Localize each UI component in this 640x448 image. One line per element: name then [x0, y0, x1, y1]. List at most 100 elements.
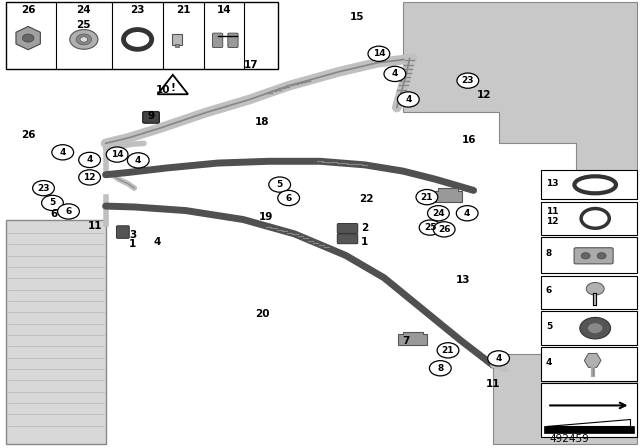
Text: 6: 6 [65, 207, 72, 216]
Circle shape [419, 220, 441, 235]
Text: 6: 6 [285, 194, 292, 202]
Text: 26: 26 [21, 5, 35, 15]
Text: 18: 18 [255, 117, 269, 127]
Circle shape [79, 152, 100, 168]
Text: 492459: 492459 [550, 435, 589, 444]
Text: 21: 21 [442, 346, 454, 355]
Polygon shape [434, 188, 462, 202]
Text: 23: 23 [131, 5, 145, 15]
Text: 3: 3 [129, 230, 136, 240]
Text: 4: 4 [135, 156, 141, 165]
Circle shape [433, 222, 455, 237]
Circle shape [58, 204, 79, 219]
Circle shape [80, 37, 88, 42]
Text: 25: 25 [424, 223, 436, 232]
FancyBboxPatch shape [541, 276, 637, 309]
Polygon shape [403, 2, 637, 188]
Circle shape [397, 92, 419, 107]
Circle shape [33, 181, 54, 196]
Text: 26: 26 [21, 130, 35, 140]
FancyBboxPatch shape [574, 248, 613, 264]
Text: 8: 8 [546, 249, 552, 258]
FancyBboxPatch shape [175, 44, 179, 47]
Text: 12: 12 [477, 90, 492, 100]
Circle shape [368, 46, 390, 61]
FancyBboxPatch shape [6, 2, 278, 69]
Text: 1: 1 [361, 237, 369, 247]
Text: 1: 1 [129, 239, 136, 249]
Text: 19: 19 [259, 212, 273, 222]
FancyBboxPatch shape [337, 234, 358, 244]
Circle shape [581, 253, 590, 259]
Circle shape [588, 323, 603, 333]
Text: 5: 5 [49, 198, 56, 207]
Circle shape [586, 282, 604, 295]
Circle shape [429, 361, 451, 376]
Circle shape [76, 34, 92, 45]
FancyBboxPatch shape [212, 33, 223, 47]
Text: 12: 12 [83, 173, 96, 182]
Polygon shape [157, 75, 188, 94]
Text: !: ! [170, 83, 175, 93]
Text: 15: 15 [350, 12, 364, 22]
Circle shape [597, 253, 606, 259]
Circle shape [127, 153, 149, 168]
Circle shape [269, 177, 291, 192]
Circle shape [456, 206, 478, 221]
Circle shape [70, 30, 98, 49]
Text: 4: 4 [405, 95, 412, 104]
Circle shape [384, 66, 406, 82]
Circle shape [42, 195, 63, 211]
Circle shape [457, 73, 479, 88]
Circle shape [106, 147, 128, 162]
Text: 5: 5 [276, 180, 283, 189]
Text: 4: 4 [464, 209, 470, 218]
Text: 6: 6 [546, 286, 552, 295]
Text: 11: 11 [486, 379, 500, 389]
Text: 21: 21 [420, 193, 433, 202]
FancyBboxPatch shape [541, 347, 637, 381]
Polygon shape [584, 353, 601, 367]
Polygon shape [546, 419, 630, 426]
Circle shape [580, 317, 611, 339]
Text: 17: 17 [244, 60, 259, 69]
Circle shape [79, 170, 100, 185]
FancyBboxPatch shape [6, 220, 106, 444]
Text: 4: 4 [546, 358, 552, 367]
Text: 7: 7 [402, 336, 410, 346]
Text: 6: 6 [51, 209, 58, 219]
Text: 14: 14 [217, 5, 231, 15]
Text: 23: 23 [461, 76, 474, 85]
Text: 5: 5 [546, 322, 552, 331]
FancyBboxPatch shape [143, 112, 159, 123]
Text: 24: 24 [77, 5, 91, 15]
FancyBboxPatch shape [541, 237, 637, 273]
Circle shape [278, 190, 300, 206]
FancyBboxPatch shape [116, 226, 129, 238]
FancyBboxPatch shape [493, 354, 637, 444]
Text: 8: 8 [437, 364, 444, 373]
Text: 4: 4 [495, 354, 502, 363]
FancyBboxPatch shape [172, 34, 182, 45]
Text: 22: 22 [359, 194, 373, 204]
Text: 13: 13 [456, 276, 470, 285]
FancyBboxPatch shape [544, 426, 634, 433]
Polygon shape [16, 26, 40, 50]
Circle shape [428, 206, 449, 221]
Circle shape [488, 351, 509, 366]
Text: 21: 21 [176, 5, 190, 15]
FancyBboxPatch shape [337, 224, 358, 233]
FancyBboxPatch shape [541, 202, 637, 235]
Text: 14: 14 [111, 150, 124, 159]
Text: 23: 23 [37, 184, 50, 193]
FancyBboxPatch shape [541, 170, 637, 199]
Text: 26: 26 [438, 225, 451, 234]
Text: 11: 11 [88, 221, 102, 231]
Text: 4: 4 [392, 69, 398, 78]
FancyBboxPatch shape [228, 33, 238, 47]
Text: 10: 10 [156, 85, 170, 95]
Text: 9: 9 [147, 112, 155, 121]
Text: 25: 25 [77, 20, 91, 30]
FancyBboxPatch shape [541, 311, 637, 345]
Text: 14: 14 [372, 49, 385, 58]
